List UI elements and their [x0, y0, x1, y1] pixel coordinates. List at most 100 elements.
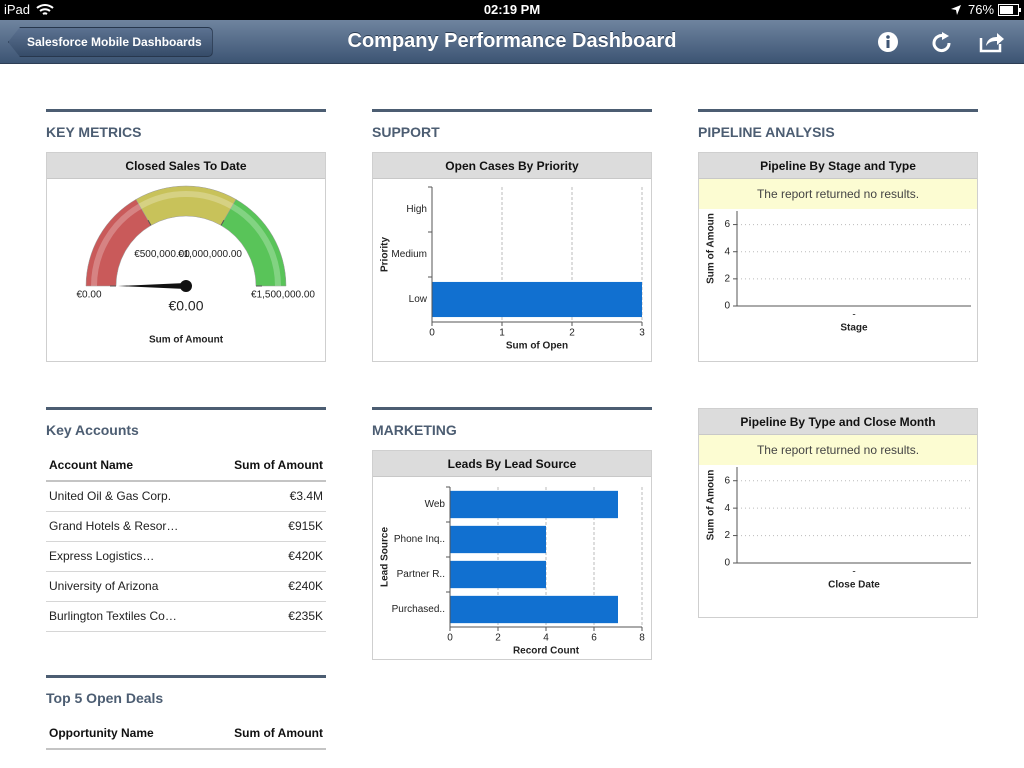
y-axis-label: Priority — [380, 237, 391, 272]
section-rule — [698, 109, 978, 112]
x-tick-label: - — [852, 567, 855, 578]
table-row[interactable]: Grand Hotels & Resor… €915K — [46, 511, 326, 542]
column-header: Opportunity Name — [46, 717, 197, 750]
chart-card[interactable]: Open Cases By Priority 0 1 2 3 High Medium Low… — [372, 152, 652, 362]
chart-title: Closed Sales To Date — [47, 153, 325, 179]
y-tick-label: 2 — [724, 273, 730, 284]
name-cell: Grand Hotels & Resor… — [46, 511, 211, 542]
gauge-highlight — [138, 191, 234, 209]
section-rule — [46, 109, 326, 112]
y-tick-label: Low — [409, 294, 428, 305]
bar-chart: 0 2 4 6 8 Web Phone Inq.. Partner R.. Purchased.… — [380, 486, 645, 657]
amount-cell: €915K — [210, 511, 326, 542]
deals-table: Opportunity Name Sum of Amount — [46, 717, 326, 750]
status-bar: iPad 02:19 PM 76% — [0, 0, 1024, 20]
column-header: Sum of Amount — [196, 717, 326, 750]
gauge-highlight — [230, 203, 281, 287]
chart-card[interactable]: Pipeline By Stage and Type The report re… — [698, 152, 978, 362]
bar-chart: 0 1 2 3 High Medium Low Sum of Open Priority — [380, 186, 645, 352]
x-tick-label: 2 — [569, 328, 575, 339]
section-rule — [46, 675, 326, 678]
y-tick-label: 0 — [724, 301, 730, 312]
y-tick-label: 4 — [724, 503, 730, 514]
gauge-tick-label: €0.00 — [76, 290, 101, 301]
name-cell: United Oil & Gas Corp. — [46, 481, 211, 512]
clock: 02:19 PM — [483, 2, 541, 17]
chart-card[interactable]: Leads By Lead Source 0 2 4 6 8 Web Phone Inq..… — [372, 450, 652, 660]
table-row[interactable]: United Oil & Gas Corp. €3.4M — [46, 481, 326, 512]
x-tick-label: 3 — [639, 328, 645, 339]
amount-cell: €240K — [210, 571, 326, 602]
share-button[interactable] — [978, 29, 1006, 55]
section-heading: Key Accounts — [46, 422, 139, 438]
battery-percent: 76% — [968, 2, 995, 17]
message-band — [699, 179, 977, 209]
location-icon — [951, 5, 961, 15]
back-button[interactable]: Salesforce Mobile Dashboards — [8, 27, 213, 57]
chart-title: Pipeline By Type and Close Month — [699, 409, 977, 435]
gauge-chart: €0.00 €500,000.00€1,000,000.00 €1,500,000.… — [76, 185, 315, 346]
no-results-message: The report returned no results. — [757, 187, 919, 201]
info-button[interactable] — [877, 31, 899, 53]
chart-card[interactable]: Closed Sales To Date €0.00 €500,000.00 €1,… — [46, 152, 326, 362]
y-tick-label: 4 — [724, 246, 730, 257]
gauge-tick — [220, 219, 225, 226]
table-row[interactable]: Express Logistics… €420K — [46, 541, 326, 572]
x-tick-label: 6 — [591, 633, 597, 644]
x-axis-label: Stage — [840, 323, 868, 334]
y-tick-label: 6 — [724, 475, 730, 486]
amount-cell: €3.4M — [210, 481, 326, 512]
y-tick-label: Medium — [391, 249, 427, 260]
column-header: Account Name — [46, 449, 211, 482]
y-tick-label: High — [406, 204, 427, 215]
chart-title: Open Cases By Priority — [373, 153, 651, 179]
column-header: Sum of Amount — [210, 449, 326, 482]
name-cell: Burlington Textiles Co… — [46, 601, 211, 632]
gauge-tick-label: €500,000.00 — [134, 249, 190, 260]
x-axis-label: Record Count — [513, 646, 580, 657]
y-axis-label: Sum of Amoun — [706, 470, 717, 541]
y-tick-label: Partner R.. — [397, 569, 445, 580]
gauge-band — [220, 199, 287, 287]
y-axis-label: Lead Source — [380, 527, 391, 587]
bar — [432, 281, 642, 318]
gauge-highlight — [91, 203, 142, 287]
x-tick-label: 0 — [429, 328, 435, 339]
x-tick-label: 1 — [499, 328, 505, 339]
table-row[interactable]: Burlington Textiles Co… €235K — [46, 601, 326, 632]
x-tick-label: 2 — [495, 633, 501, 644]
column-chart: The report returned no results. 0 2 4 6 - Stag… — [699, 179, 977, 334]
message-band — [699, 435, 977, 465]
x-axis-label: Sum of Open — [506, 341, 568, 352]
table-row[interactable]: University of Arizona €240K — [46, 571, 326, 602]
x-axis-label: Close Date — [828, 580, 880, 591]
needle-hub — [180, 280, 192, 292]
device-name: iPad — [4, 2, 31, 17]
refresh-button[interactable] — [930, 31, 954, 55]
nav-title: Company Performance Dashboard — [347, 30, 677, 52]
name-cell: University of Arizona — [46, 571, 211, 602]
chart-card[interactable]: Pipeline By Type and Close Month The rep… — [698, 408, 978, 618]
y-tick-label: 0 — [724, 558, 730, 569]
table-header: Account Name Sum of Amount — [46, 449, 326, 482]
no-results-message: The report returned no results. — [757, 443, 919, 457]
y-tick-label: 6 — [724, 219, 730, 230]
chart-title: Pipeline By Stage and Type — [699, 153, 977, 179]
gauge-value: €0.00 — [168, 298, 203, 314]
y-tick-label: Purchased.. — [392, 604, 445, 615]
gauge-footer: Sum of Amount — [149, 335, 224, 346]
accounts-table: Account Name Sum of Amount United Oil & … — [46, 449, 326, 632]
section-heading: SUPPORT — [372, 124, 440, 140]
gauge-tick-label: €1,500,000.00 — [251, 290, 315, 301]
y-axis-label: Sum of Amoun — [706, 213, 717, 284]
name-cell: Express Logistics… — [46, 541, 211, 572]
wifi-icon — [36, 4, 54, 15]
amount-cell: €420K — [210, 541, 326, 572]
bar — [450, 490, 618, 519]
section-heading: MARKETING — [372, 422, 457, 438]
gauge-tick — [147, 219, 152, 226]
section-heading: KEY METRICS — [46, 124, 142, 140]
y-tick-label: Web — [425, 499, 446, 510]
table-header: Opportunity Name Sum of Amount — [46, 717, 326, 750]
